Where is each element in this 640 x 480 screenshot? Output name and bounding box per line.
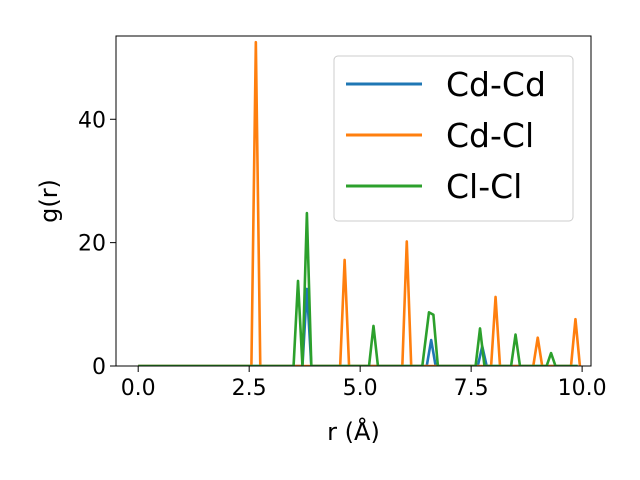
x-tick-label: 7.5	[454, 376, 489, 401]
axes-frame	[115, 35, 592, 367]
x-axis-ticks: 0.0 2.5 5.0 7.5 10.0	[121, 366, 607, 401]
legend-label-cd-cl: Cd-Cl	[446, 116, 534, 155]
legend-box	[333, 55, 574, 222]
legend-label-cd-cd: Cd-Cd	[446, 65, 546, 104]
y-axis-ticks: 0 20 40	[78, 108, 116, 380]
legend-label-cl-cl: Cl-Cl	[446, 167, 522, 206]
legend: Cd-Cd Cd-Cl Cl-Cl	[333, 55, 574, 222]
y-axis-label: g(r)	[35, 179, 63, 223]
x-axis-label: r (Å)	[327, 417, 380, 446]
series-layer	[138, 40, 582, 366]
x-tick-label: 2.5	[232, 376, 267, 401]
series-line-cl-cl	[138, 211, 578, 366]
y-tick-label: 20	[78, 232, 106, 257]
y-tick-label: 0	[92, 355, 106, 380]
x-tick-label: 10.0	[558, 376, 607, 401]
y-tick-label: 40	[78, 108, 106, 133]
x-tick-label: 5.0	[343, 376, 378, 401]
x-tick-label: 0.0	[121, 376, 156, 401]
